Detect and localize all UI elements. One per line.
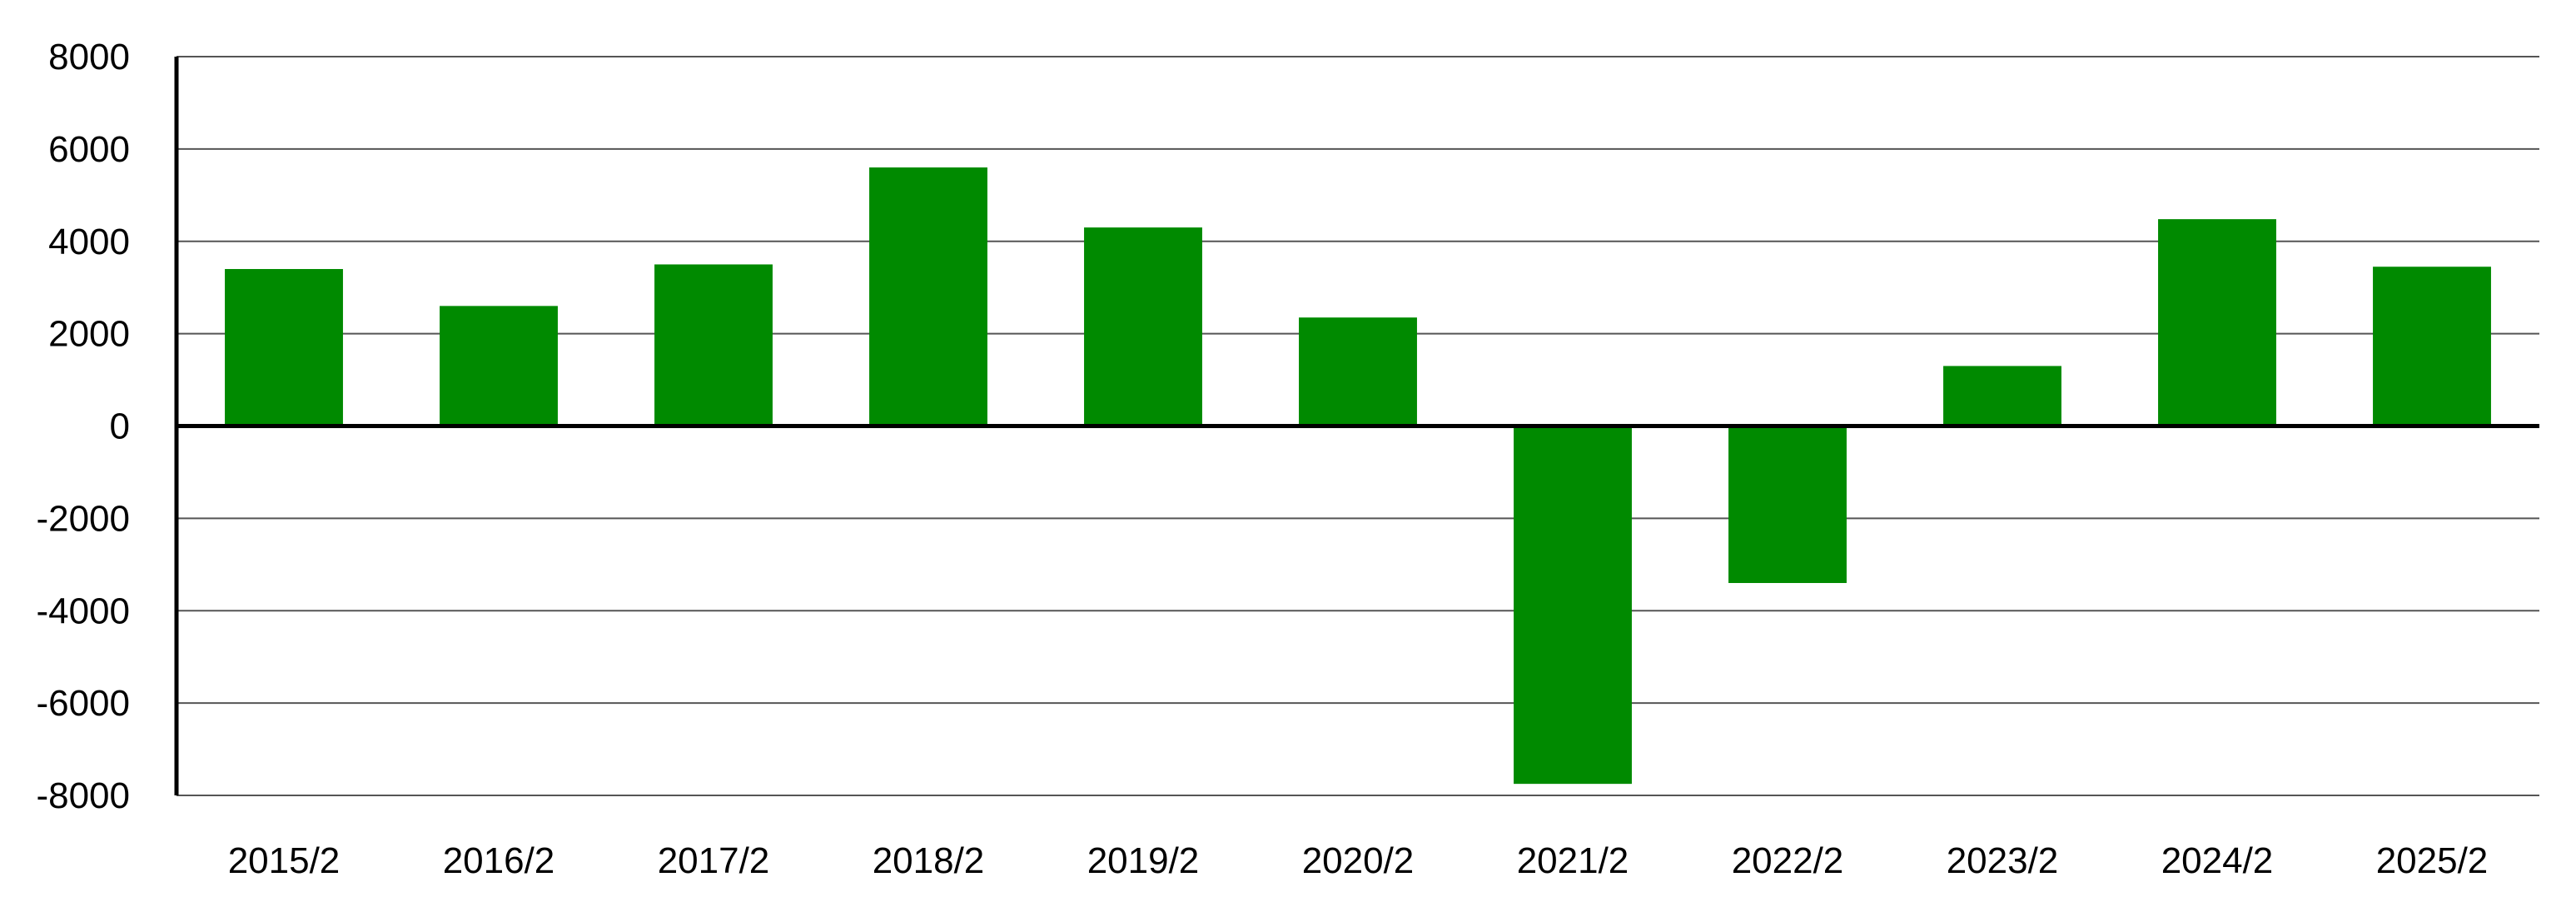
x-tick-label: 2021/2 bbox=[1517, 840, 1629, 881]
bar-2016-2 bbox=[440, 306, 558, 426]
x-tick-label: 2015/2 bbox=[228, 840, 341, 881]
gridlines bbox=[177, 56, 2539, 796]
y-tick-label: 0 bbox=[110, 406, 130, 447]
bar-2021-2 bbox=[1514, 426, 1632, 785]
bar-2024-2 bbox=[2158, 219, 2276, 426]
y-tick-label: 8000 bbox=[48, 37, 130, 77]
y-tick-label: -8000 bbox=[36, 775, 130, 816]
bar-2019-2 bbox=[1084, 227, 1202, 426]
bar-2015-2 bbox=[225, 269, 343, 426]
x-tick-label: 2020/2 bbox=[1302, 840, 1415, 881]
y-tick-label: 6000 bbox=[48, 129, 130, 170]
bar-2017-2 bbox=[654, 264, 773, 426]
x-tick-label: 2025/2 bbox=[2376, 840, 2489, 881]
x-tick-label: 2016/2 bbox=[443, 840, 555, 881]
x-tick-label: 2017/2 bbox=[658, 840, 770, 881]
y-axis-tick-labels: 8000 6000 4000 2000 0 -2000 -4000 -6000 -8000 bbox=[36, 37, 130, 816]
x-tick-label: 2019/2 bbox=[1087, 840, 1200, 881]
y-tick-label: 2000 bbox=[48, 314, 130, 355]
x-axis-tick-labels: 2015/2 2016/2 2017/2 2018/2 2019/2 2020/2 2021… bbox=[228, 840, 2489, 881]
x-tick-label: 2022/2 bbox=[1732, 840, 1844, 881]
y-tick-label: 4000 bbox=[48, 222, 130, 262]
bar-2025-2 bbox=[2373, 267, 2491, 426]
bars bbox=[225, 167, 2491, 785]
bar-2023-2 bbox=[1943, 366, 2061, 426]
y-tick-label: -2000 bbox=[36, 498, 130, 539]
bar-2022-2 bbox=[1728, 426, 1847, 583]
x-tick-label: 2018/2 bbox=[873, 840, 985, 881]
bar-2018-2 bbox=[869, 167, 987, 426]
y-tick-label: -6000 bbox=[36, 683, 130, 724]
x-tick-label: 2024/2 bbox=[2161, 840, 2274, 881]
bar-2020-2 bbox=[1299, 317, 1417, 426]
x-tick-label: 2023/2 bbox=[1947, 840, 2059, 881]
y-tick-label: -4000 bbox=[36, 591, 130, 631]
